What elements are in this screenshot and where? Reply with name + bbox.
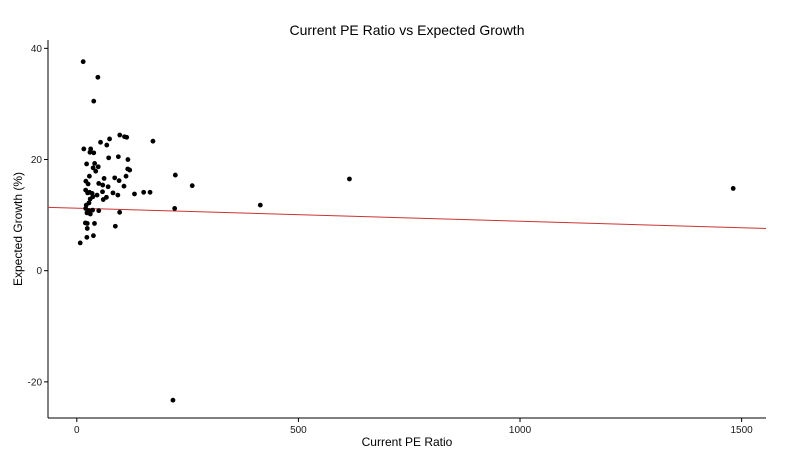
data-point (347, 176, 352, 182)
x-tick-label: 0 (74, 425, 80, 436)
data-point (172, 206, 178, 211)
data-point (93, 168, 99, 174)
data-point (87, 211, 93, 217)
data-point (94, 192, 100, 198)
data-point (127, 167, 133, 173)
data-point (121, 183, 127, 189)
data-point (87, 149, 93, 155)
trend-line (47, 206, 767, 229)
data-point (150, 138, 156, 144)
data-point (117, 132, 123, 138)
data-point (80, 59, 86, 65)
data-point (132, 191, 137, 197)
data-point (170, 397, 176, 403)
data-point (124, 134, 130, 140)
data-point (106, 155, 112, 161)
data-point (105, 184, 111, 190)
data-point (104, 142, 110, 148)
data-point (85, 190, 91, 196)
data-point (77, 240, 83, 246)
data-point (84, 234, 90, 240)
data-point (98, 139, 103, 145)
data-point (91, 233, 96, 239)
data-point (141, 189, 147, 195)
y-tick-label: 0 (36, 266, 42, 277)
x-axis-title: Current PE Ratio (362, 435, 453, 449)
data-point (123, 173, 129, 179)
data-point (86, 173, 92, 179)
data-point (116, 178, 122, 184)
data-point (110, 190, 116, 196)
data-point (189, 183, 195, 189)
data-point (92, 221, 97, 226)
data-point (115, 192, 121, 198)
data-point (84, 221, 90, 226)
data-point (96, 181, 102, 186)
data-point (90, 207, 95, 213)
chart-title: Current PE Ratio vs Expected Growth (290, 22, 525, 38)
axes (47, 40, 766, 419)
data-point (95, 74, 101, 80)
data-point (81, 146, 87, 152)
y-tick-label: -20 (28, 377, 43, 388)
x-ticks: 0 500 1000 1500 (74, 418, 753, 436)
data-point (92, 161, 98, 166)
data-point (84, 226, 90, 231)
data-point (91, 150, 97, 156)
data-point (147, 189, 153, 195)
data-point (84, 161, 90, 167)
trend-line-group (47, 206, 767, 229)
data-point (101, 176, 107, 181)
data-point (112, 175, 118, 181)
x-tick-label: 1500 (730, 425, 753, 436)
data-point (117, 209, 123, 215)
data-point (100, 197, 106, 202)
data-point (257, 202, 263, 208)
data-point (115, 154, 121, 160)
x-tick-label: 1000 (509, 425, 532, 436)
data-point (87, 196, 93, 202)
data-point (107, 136, 112, 142)
data-point (85, 181, 91, 187)
y-tick-label: 20 (31, 155, 43, 166)
data-point (90, 165, 96, 171)
data-point (172, 172, 178, 178)
y-tick-label: 40 (31, 44, 43, 55)
y-axis-title: Expected Growth (%) (11, 172, 25, 286)
data-point (730, 186, 736, 191)
x-tick-label: 500 (290, 425, 307, 436)
data-point (96, 208, 102, 214)
data-point (91, 98, 97, 104)
y-ticks: -20 0 20 40 (28, 44, 48, 388)
data-point (125, 157, 131, 162)
data-point (100, 189, 105, 195)
data-point (112, 223, 118, 229)
data-point (95, 164, 101, 170)
data-point (100, 182, 106, 188)
scatter-points (77, 59, 736, 403)
